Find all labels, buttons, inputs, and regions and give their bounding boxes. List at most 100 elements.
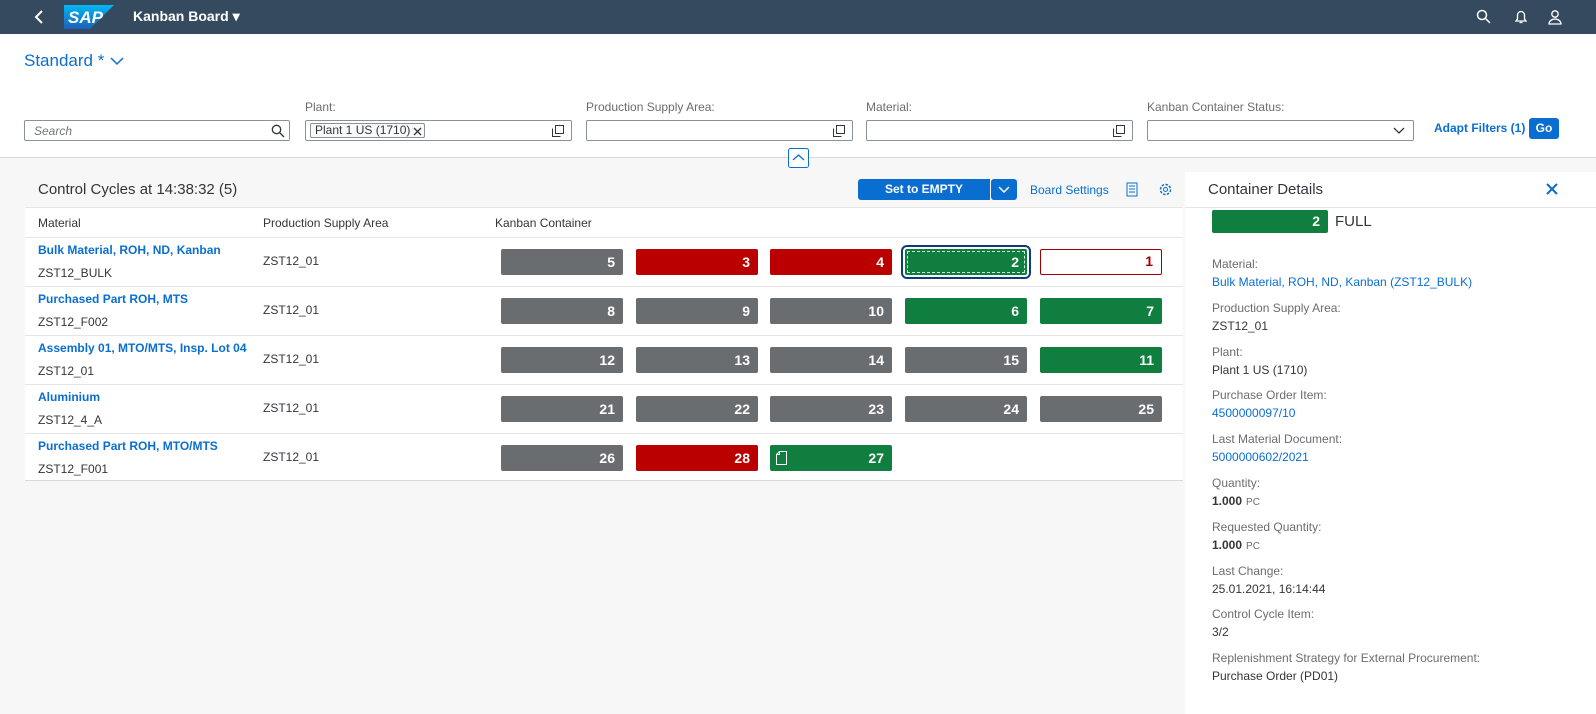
set-empty-button[interactable]: Set to EMPTY	[858, 179, 990, 200]
row-divider	[25, 237, 1183, 238]
kanban-container[interactable]: 4	[770, 249, 892, 275]
container-number: 8	[607, 303, 615, 319]
detail-value-text: 4500000097/10	[1212, 406, 1296, 421]
container-number: 22	[734, 401, 750, 417]
kanban-container[interactable]: 26	[501, 445, 623, 471]
detail-value[interactable]: 4500000097/10	[1212, 406, 1295, 420]
detail-value: 1.000 PC	[1212, 538, 1260, 552]
set-empty-menu-button[interactable]	[991, 179, 1017, 200]
collapse-header-button[interactable]	[788, 148, 809, 168]
detail-label: Last Change:	[1212, 563, 1284, 578]
container-details-panel: Container Details 2 FULL Material: Bulk M…	[1185, 172, 1596, 714]
detail-value-text: 25.01.2021, 16:14:44	[1212, 581, 1326, 596]
notifications-icon[interactable]	[1513, 9, 1529, 25]
app-title[interactable]: Kanban Board ▾	[133, 8, 240, 24]
container-number: 15	[1003, 352, 1019, 368]
kanban-container[interactable]: 21	[501, 396, 623, 422]
detail-value-text: 1.000	[1212, 537, 1243, 552]
filter-input[interactable]	[586, 120, 853, 141]
settings-button[interactable]	[1158, 182, 1173, 197]
value-help-icon[interactable]	[552, 125, 564, 137]
filter-input[interactable]	[866, 120, 1133, 141]
close-details-button[interactable]	[1546, 183, 1558, 195]
detail-unit: PC	[1246, 540, 1260, 552]
material-id: ZST12_4_A	[38, 413, 103, 427]
detail-label: Material:	[1212, 257, 1259, 271]
filter-header: Standard * Search Plant: Plant 1 US (1710…	[0, 34, 1596, 168]
value-help-icon[interactable]	[833, 125, 845, 137]
kanban-container[interactable]: 13	[636, 347, 758, 373]
kanban-container[interactable]: 14	[770, 347, 892, 373]
container-number: 24	[1003, 401, 1019, 417]
detail-value: 3/2	[1212, 625, 1229, 639]
container-number: 23	[868, 401, 884, 417]
kanban-container[interactable]: 27	[770, 445, 892, 471]
supply-area: ZST12_01	[263, 401, 320, 415]
kanban-container[interactable]: 25	[1040, 396, 1162, 422]
container-number: 10	[868, 303, 884, 319]
selection-focus	[907, 251, 1025, 273]
kanban-container[interactable]: 15	[905, 347, 1027, 373]
detail-value[interactable]: 5000000602/2021	[1212, 450, 1309, 464]
supply-area: ZST12_01	[263, 303, 320, 317]
detail-value[interactable]: Bulk Material, ROH, ND, Kanban (ZST12_BU…	[1212, 275, 1472, 289]
row-divider	[25, 433, 1183, 434]
filter-input[interactable]: Plant 1 US (1710)	[305, 120, 572, 141]
container-number: 2	[1011, 254, 1019, 270]
search-icon[interactable]	[1476, 9, 1492, 25]
detail-label: Production Supply Area:	[1212, 300, 1341, 315]
user-icon[interactable]	[1547, 9, 1563, 25]
kanban-container[interactable]: 11	[1040, 347, 1162, 373]
back-button[interactable]	[32, 9, 46, 25]
go-button[interactable]: Go	[1529, 118, 1559, 139]
kanban-container[interactable]: 3	[636, 249, 758, 275]
kanban-container[interactable]: 24	[905, 396, 1027, 422]
container-number: 1	[1145, 253, 1153, 269]
legend-button[interactable]	[1125, 182, 1139, 197]
container-number: 9	[742, 303, 750, 319]
token-remove[interactable]	[413, 127, 422, 136]
details-title: Container Details	[1208, 181, 1324, 198]
material-link[interactable]: Purchased Part ROH, MTS	[38, 292, 189, 306]
filter-token[interactable]: Plant 1 US (1710)	[310, 123, 426, 138]
adapt-filters-button[interactable]: Adapt Filters (1)	[1434, 121, 1526, 135]
kanban-container[interactable]: 6	[905, 298, 1027, 324]
board-settings-button[interactable]: Board Settings	[1030, 183, 1109, 197]
material-id: ZST12_F002	[38, 315, 109, 329]
filter-input[interactable]	[1147, 120, 1414, 141]
svg-text:SAP: SAP	[68, 8, 104, 27]
kanban-container[interactable]: 22	[636, 396, 758, 422]
container-number: 11	[1139, 352, 1154, 368]
search-field[interactable]: Search	[24, 120, 290, 141]
kanban-container[interactable]: 5	[501, 249, 623, 275]
column-header: Material	[38, 216, 81, 230]
value-help-icon[interactable]	[1113, 125, 1125, 137]
container-number: 12	[599, 352, 615, 368]
kanban-container[interactable]: 28	[636, 445, 758, 471]
details-container-badge: 2	[1212, 210, 1328, 233]
kanban-container[interactable]: 23	[770, 396, 892, 422]
kanban-container[interactable]: 7	[1040, 298, 1162, 324]
container-number: 27	[868, 450, 884, 466]
search-placeholder: Search	[34, 124, 73, 138]
kanban-container[interactable]: 12	[501, 347, 623, 373]
variant-selector[interactable]: Standard *	[24, 51, 125, 71]
kanban-container[interactable]: 8	[501, 298, 623, 324]
sap-logo[interactable]: SAP	[64, 5, 114, 29]
material-link[interactable]: Aluminium	[38, 390, 100, 404]
container-number: 25	[1138, 401, 1154, 417]
detail-value-text: 1.000	[1212, 494, 1243, 508]
dropdown-icon[interactable]	[1393, 126, 1405, 136]
kanban-container[interactable]: 10	[770, 298, 892, 324]
kanban-container[interactable]: 2	[901, 245, 1031, 279]
detail-value: 1.000 PC	[1212, 494, 1260, 508]
detail-value: Purchase Order (PD01)	[1212, 669, 1338, 683]
kanban-container[interactable]: 9	[636, 298, 758, 324]
material-link[interactable]: Bulk Material, ROH, ND, Kanban	[38, 243, 221, 257]
container-number: 5	[607, 254, 615, 270]
material-link[interactable]: Assembly 01, MTO/MTS, Insp. Lot 04	[38, 341, 247, 355]
variant-name: Standard *	[24, 51, 105, 70]
kanban-container[interactable]: 1	[1040, 249, 1162, 275]
material-link[interactable]: Purchased Part ROH, MTO/MTS	[38, 439, 218, 453]
container-number: 28	[734, 450, 750, 466]
